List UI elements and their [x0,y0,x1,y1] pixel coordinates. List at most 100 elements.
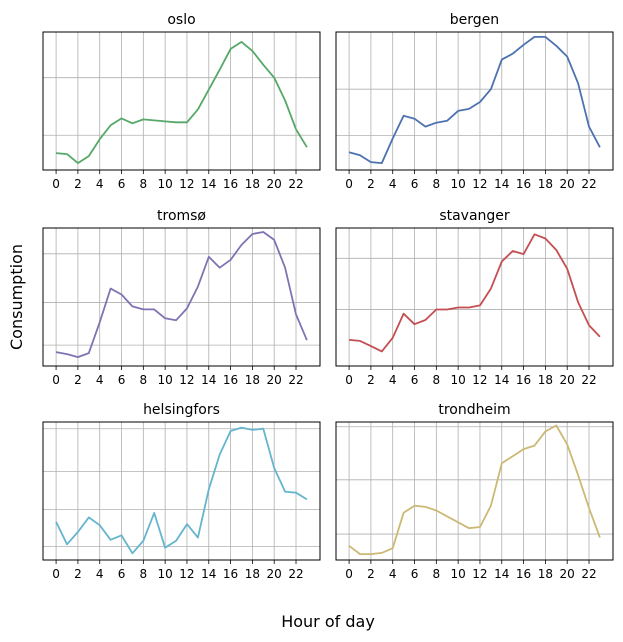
x-tick-label: 22 [581,177,596,191]
x-tick-label: 18 [245,373,260,387]
x-tick-label: 12 [472,177,487,191]
x-tick-label: 12 [179,567,194,581]
x-tick-label: 18 [538,177,553,191]
axes-frame [42,421,321,561]
subplot-title: helsingfors [143,402,220,418]
series-line [55,426,308,555]
x-tick-label: 4 [389,373,397,387]
x-tick-label: 16 [223,373,238,387]
x-tick-label: 4 [96,177,104,191]
subplot-title: oslo [167,12,195,28]
x-tick-label: 4 [389,567,397,581]
x-tick-label: 6 [411,177,419,191]
x-tick-label: 14 [494,567,509,581]
x-tick-label: 22 [581,373,596,387]
x-tick-label: 14 [494,373,509,387]
x-tick-label: 4 [389,177,397,191]
x-tick-label: 18 [245,567,260,581]
series-line [56,41,308,165]
series-line [55,231,308,359]
x-tick-label: 16 [223,177,238,191]
x-tick-label: 10 [158,177,173,191]
x-tick-label: 0 [52,373,60,387]
x-tick-label: 20 [560,567,575,581]
subplot-2: 0 2 4 6 8 10 12 14 16 18 20 22 tromsø [42,208,321,387]
x-tick-label: 4 [96,373,104,387]
x-tick-label: 6 [118,567,126,581]
series-line [349,233,601,353]
x-tick-label: 14 [494,177,509,191]
axes-frame [42,31,321,171]
x-tick-label: 16 [516,567,531,581]
x-axis-label: Hour of day [281,612,375,631]
subplot-title: stavanger [439,208,510,224]
x-tick-label: 20 [267,373,282,387]
x-tick-label: 12 [472,567,487,581]
x-tick-label: 22 [581,567,596,581]
x-tick-label: 2 [74,567,82,581]
x-tick-label: 18 [538,373,553,387]
x-tick-label: 16 [516,373,531,387]
x-tick-label: 10 [451,373,466,387]
x-tick-label: 14 [201,567,216,581]
x-tick-label: 2 [74,373,82,387]
x-tick-label: 0 [345,177,353,191]
subplot-title: bergen [450,12,499,28]
x-tick-label: 18 [245,177,260,191]
x-tick-label: 12 [472,373,487,387]
x-tick-label: 18 [538,567,553,581]
subplot-title: trondheim [438,402,510,418]
x-tick-label: 8 [433,373,441,387]
x-tick-label: 2 [367,567,375,581]
x-tick-label: 20 [560,177,575,191]
x-tick-label: 6 [118,177,126,191]
x-tick-label: 22 [288,567,303,581]
x-tick-label: 16 [516,177,531,191]
x-tick-label: 0 [345,567,353,581]
subplot-5: 0 2 4 6 8 10 12 14 16 18 20 22 trondheim [335,402,614,581]
subplot-4: 0 2 4 6 8 10 12 14 16 18 20 22 helsingfors [42,402,321,581]
x-tick-label: 20 [560,373,575,387]
x-tick-label: 12 [179,373,194,387]
x-tick-label: 10 [451,177,466,191]
x-tick-label: 10 [451,567,466,581]
x-tick-label: 20 [267,567,282,581]
x-tick-label: 2 [74,177,82,191]
subplot-title: tromsø [157,208,206,224]
x-tick-label: 4 [96,567,104,581]
x-tick-label: 8 [140,567,148,581]
x-tick-label: 14 [201,177,216,191]
series-line [348,36,601,165]
x-tick-label: 8 [433,567,441,581]
axes-frame [335,31,614,171]
x-tick-label: 8 [140,177,148,191]
x-tick-label: 12 [179,177,194,191]
x-tick-label: 8 [140,373,148,387]
x-tick-label: 0 [52,567,60,581]
x-tick-label: 6 [411,567,419,581]
x-tick-label: 0 [52,177,60,191]
x-tick-label: 6 [118,373,126,387]
subplot-0: 0 2 4 6 8 10 12 14 16 18 20 22 oslo [42,12,321,191]
x-tick-label: 22 [288,373,303,387]
x-tick-label: 2 [367,177,375,191]
x-tick-label: 8 [433,177,441,191]
y-axis-label: Consumption [7,244,26,350]
x-tick-label: 14 [201,373,216,387]
series-line [348,424,601,555]
x-tick-label: 22 [288,177,303,191]
x-tick-label: 0 [345,373,353,387]
x-tick-label: 16 [223,567,238,581]
x-tick-label: 10 [158,567,173,581]
x-tick-label: 2 [367,373,375,387]
axes-frame [335,421,614,561]
axes-frame [42,227,321,367]
x-tick-label: 20 [267,177,282,191]
axes-frame [335,227,614,367]
x-tick-label: 6 [411,373,419,387]
subplot-1: 0 2 4 6 8 10 12 14 16 18 20 22 bergen [335,12,614,191]
x-tick-label: 10 [158,373,173,387]
subplot-3: 0 2 4 6 8 10 12 14 16 18 20 22 stavanger [335,208,614,387]
